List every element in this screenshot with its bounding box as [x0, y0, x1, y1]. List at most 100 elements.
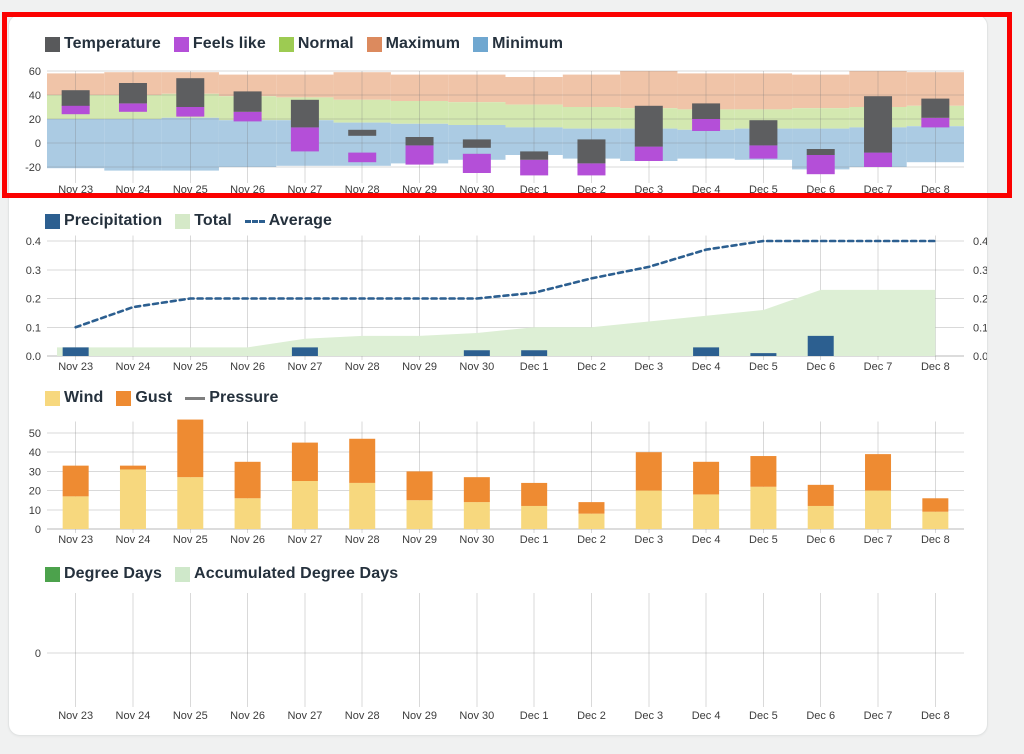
axis-label: Nov 27 [287, 534, 322, 546]
axis-label: Nov 24 [116, 710, 151, 722]
axis-label: Dec 2 [577, 710, 606, 722]
axis-label: Dec 2 [577, 361, 606, 373]
legend-label: Accumulated Degree Days [194, 565, 399, 582]
axis-label: Dec 2 [577, 534, 606, 546]
average-swatch-icon [244, 219, 265, 223]
legend-label: Total [194, 212, 232, 229]
weather-charts-canvas[interactable]: 60 40 20 0 -20 Nov 23 Nov 24 Nov 25 Nov 26 Nov 27… [9, 15, 987, 735]
axis-label: 0.2 [973, 294, 987, 306]
axis-label: Dec 5 [749, 361, 778, 373]
axis-label: 60 [29, 66, 41, 78]
axis-label: Dec 4 [692, 361, 721, 373]
legend-label: Pressure [209, 389, 279, 406]
axis-label: 0.4 [973, 236, 987, 248]
axis-label: 30 [29, 466, 41, 478]
gust-swatch-icon [116, 390, 132, 406]
legend-item-normal[interactable]: Normal [278, 35, 354, 53]
minimum-swatch-icon [473, 36, 489, 52]
axis-label: 10 [29, 505, 41, 517]
axis-label: 0 [35, 524, 41, 536]
wind-swatch-icon [45, 390, 60, 406]
axis-label: Dec 8 [921, 184, 950, 196]
axis-label: Nov 26 [230, 534, 265, 546]
legend-label: Maximum [385, 35, 461, 52]
wind-legend: Wind Gust Pressure [45, 389, 279, 407]
axis-label: Nov 25 [173, 361, 208, 373]
axis-label: Dec 7 [864, 534, 893, 546]
axis-label: Dec 7 [864, 710, 893, 722]
legend-item-total[interactable]: Total [175, 212, 232, 230]
legend-label: Temperature [64, 35, 161, 52]
axis-label: Nov 25 [173, 710, 208, 722]
axis-label: 40 [29, 90, 41, 102]
axis-label: Nov 30 [459, 361, 494, 373]
legend-item-temperature[interactable]: Temperature [45, 35, 161, 53]
axis-label: Nov 29 [402, 184, 437, 196]
axis-label: Nov 27 [287, 184, 322, 196]
legend-item-pressure[interactable]: Pressure [185, 389, 278, 407]
legend-item-minimum[interactable]: Minimum [473, 35, 563, 53]
axis-label: Dec 6 [806, 534, 835, 546]
axis-label: Nov 23 [58, 710, 93, 722]
axis-label: Dec 7 [864, 361, 893, 373]
axis-label: Nov 23 [58, 361, 93, 373]
legend-label: Feels like [192, 35, 266, 52]
legend-item-degree-days[interactable]: Degree Days [45, 565, 162, 583]
axis-label: Nov 24 [116, 534, 151, 546]
legend-item-wind[interactable]: Wind [45, 389, 103, 407]
temperature-legend: Temperature Feels like Normal Maximum Minimu… [45, 35, 563, 53]
weather-charts-panel: 60 40 20 0 -20 Nov 23 Nov 24 Nov 25 Nov 26 Nov 27… [8, 14, 988, 736]
axis-label: Dec 3 [634, 534, 663, 546]
axis-label: 0.3 [973, 265, 987, 277]
legend-item-maximum[interactable]: Maximum [366, 35, 461, 53]
legend-item-gust[interactable]: Gust [116, 389, 172, 407]
precipitation-swatch-icon [45, 213, 60, 229]
axis-label: Dec 8 [921, 710, 950, 722]
axis-label: Dec 1 [520, 361, 549, 373]
axis-label: Nov 26 [230, 361, 265, 373]
axis-label: 20 [29, 486, 41, 498]
legend-item-average[interactable]: Average [244, 212, 333, 230]
pressure-swatch-icon [185, 396, 206, 400]
axis-label: Dec 2 [577, 184, 606, 196]
legend-label: Wind [64, 389, 104, 406]
axis-label: Nov 30 [459, 534, 494, 546]
axis-label: Dec 5 [749, 534, 778, 546]
axis-label: Nov 24 [116, 184, 151, 196]
axis-label: Dec 8 [921, 361, 950, 373]
axis-label: 0.1 [26, 322, 41, 334]
axis-label: Nov 30 [459, 184, 494, 196]
axis-label: 0 [35, 648, 41, 660]
degree-days-legend: Degree Days Accumulated Degree Days [45, 565, 398, 583]
axis-label: Dec 4 [692, 534, 721, 546]
legend-item-feels-like[interactable]: Feels like [173, 35, 266, 53]
axis-label: Nov 26 [230, 710, 265, 722]
legend-label: Normal [297, 35, 354, 52]
legend-label: Average [268, 212, 333, 229]
legend-label: Precipitation [64, 212, 163, 229]
axis-label: 0.1 [973, 322, 987, 334]
legend-item-precipitation[interactable]: Precipitation [45, 212, 162, 230]
axis-label: 0.2 [26, 294, 41, 306]
axis-label: 0.0 [26, 351, 41, 363]
axis-label: Dec 6 [806, 184, 835, 196]
axis-label: Nov 29 [402, 534, 437, 546]
axis-label: 0.0 [973, 351, 987, 363]
axis-label: Nov 24 [116, 361, 151, 373]
axis-label: Dec 4 [692, 710, 721, 722]
axis-label: Dec 3 [634, 184, 663, 196]
axis-label: Nov 23 [58, 184, 93, 196]
legend-item-accumulated-degree-days[interactable]: Accumulated Degree Days [175, 565, 398, 583]
axis-label: Dec 1 [520, 710, 549, 722]
axis-label: Dec 3 [634, 710, 663, 722]
normal-swatch-icon [278, 36, 294, 52]
axis-label: Dec 5 [749, 710, 778, 722]
axis-label: Dec 4 [692, 184, 721, 196]
axis-label: Dec 3 [634, 361, 663, 373]
axis-label: Nov 27 [287, 710, 322, 722]
axis-label: Dec 1 [520, 184, 549, 196]
axis-label: Nov 27 [287, 361, 322, 373]
total-swatch-icon [175, 213, 191, 229]
axis-label: Nov 28 [345, 710, 380, 722]
